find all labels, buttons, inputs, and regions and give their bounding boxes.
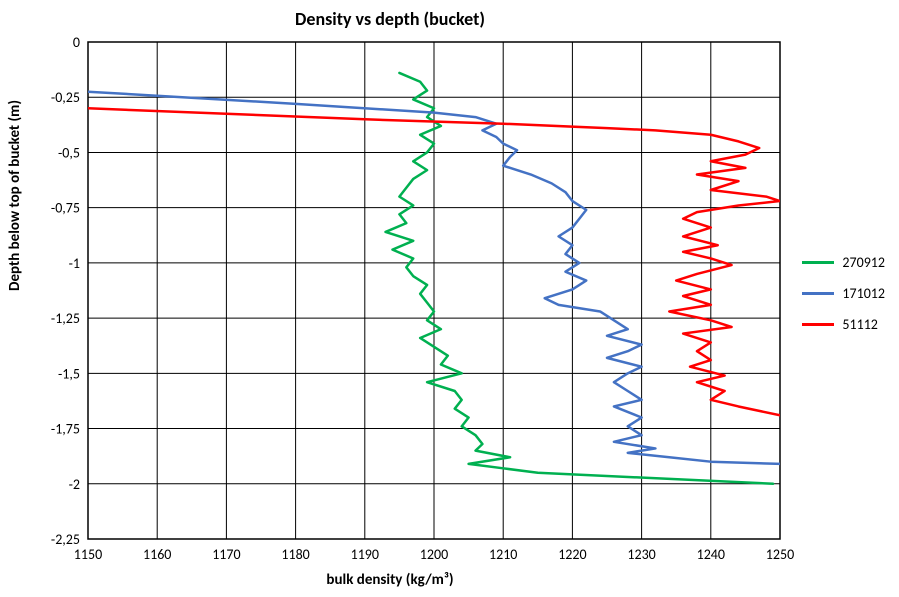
x-tick-label: 1160 (143, 546, 171, 563)
legend-item-270912: 270912 (802, 254, 885, 271)
x-tick-label: 1190 (351, 546, 379, 563)
x-tick-label: 1170 (212, 546, 240, 563)
y-tick-label: -1,25 (51, 310, 80, 327)
x-tick-label: 1210 (489, 546, 517, 563)
legend-swatch (802, 323, 834, 326)
y-tick-label: -0,25 (51, 89, 80, 106)
legend-item-171012: 171012 (802, 285, 885, 302)
x-axis-label: bulk density (kg/m³) (0, 571, 780, 589)
y-tick-label: -0,75 (51, 200, 80, 217)
legend: 270912 171012 51112 (802, 240, 885, 347)
legend-swatch (802, 261, 834, 264)
legend-swatch (802, 292, 834, 295)
legend-label: 171012 (842, 285, 885, 302)
x-tick-label: 1150 (74, 546, 102, 563)
x-tick-label: 1240 (697, 546, 725, 563)
y-tick-label: -1,75 (51, 421, 80, 438)
y-tick-label: -2,25 (51, 531, 80, 548)
y-axis-label: Depth below top of bucket (m) (6, 100, 24, 291)
y-tick-label: -1 (69, 255, 80, 272)
chart-container: Density vs depth (bucket) 11501160117011… (0, 0, 899, 597)
legend-item-51112: 51112 (802, 316, 885, 333)
legend-label: 51112 (842, 316, 877, 333)
x-tick-label: 1220 (558, 546, 586, 563)
y-tick-label: -1,5 (58, 365, 80, 382)
y-tick-label: 0 (73, 34, 80, 51)
x-tick-label: 1230 (627, 546, 655, 563)
y-tick-label: -2 (69, 476, 80, 493)
legend-label: 270912 (842, 254, 885, 271)
x-tick-label: 1250 (766, 546, 794, 563)
y-tick-label: -0,5 (58, 144, 80, 161)
x-tick-label: 1180 (281, 546, 309, 563)
x-tick-label: 1200 (420, 546, 448, 563)
chart-plot: 1150 1160 1170 1180 1190 1200 1210 1220 1230 1240… (0, 0, 899, 597)
